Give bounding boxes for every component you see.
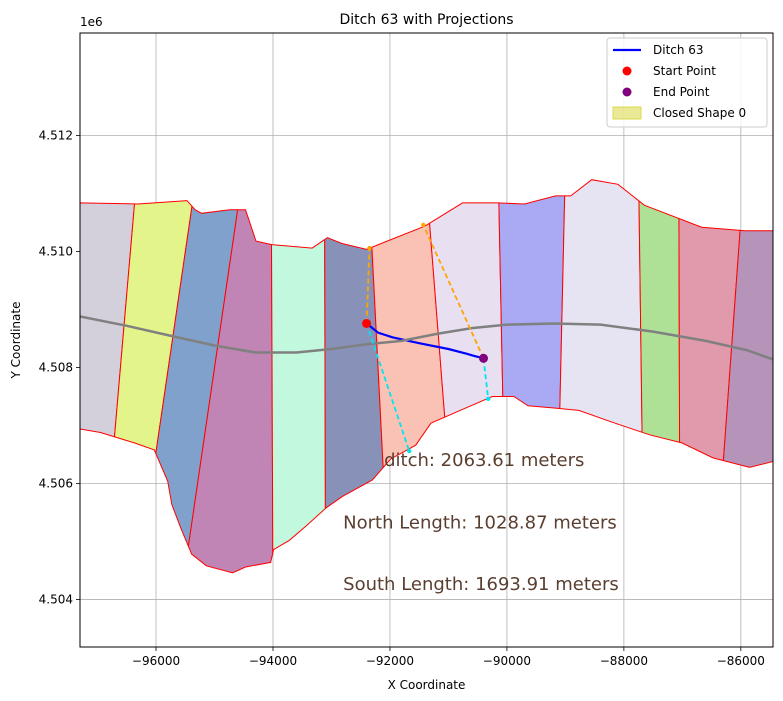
axes-frame [79, 32, 774, 648]
y-axis-ticks: 4.504 4.506 4.508 4.510 4.512 [39, 129, 80, 606]
closed-shape-4 [270, 179, 327, 573]
x-tick-label: −94000 [249, 654, 297, 668]
annotations: ditch: 2063.61 meters North Length: 1028.… [343, 450, 619, 595]
south-projection-start-end-dot [407, 448, 412, 454]
start-point-marker [362, 318, 372, 328]
north-projection-start [365, 248, 371, 324]
end-point-marker [479, 353, 489, 363]
legend-label: End Point [653, 85, 710, 99]
x-tick-label: −92000 [366, 654, 414, 668]
legend-label: Start Point [653, 64, 716, 78]
legend-label: Closed Shape 0 [653, 106, 746, 120]
chart-title: Ditch 63 with Projections [339, 12, 513, 28]
legend-marker-swatch [622, 66, 632, 76]
south-projection-end-end-dot [485, 396, 491, 402]
y-axis-label: Y Coordinate [9, 302, 23, 380]
south-projection-end [482, 358, 490, 399]
centerline [80, 315, 773, 361]
x-tick-label: −88000 [600, 654, 648, 668]
legend: Ditch 63 Start Point End Point Closed Shape… [606, 37, 768, 128]
closed-shape-3 [180, 179, 274, 573]
annotation-text: North Length: 1028.87 meters [343, 513, 617, 534]
point-markers [362, 318, 489, 363]
x-tick-label: −86000 [717, 654, 765, 668]
y-offset-label: 1e6 [80, 15, 103, 29]
north-projection-end [422, 224, 485, 359]
boundary-outline [80, 179, 773, 574]
series-lines [80, 222, 773, 454]
north-projection-start-end-dot [367, 245, 372, 251]
legend-patch-swatch [612, 106, 642, 120]
legend-marker-swatch [622, 87, 632, 97]
x-axis-label: X Coordinate [388, 678, 466, 692]
legend-box [606, 37, 768, 128]
y-tick-label: 4.504 [39, 592, 73, 606]
south-projection-start [365, 323, 411, 452]
y-tick-label: 4.510 [39, 245, 73, 259]
annotation-text: South Length: 1693.91 meters [343, 574, 619, 595]
x-axis-ticks: −96000 −94000 −92000 −90000 −88000 −86000 [132, 647, 765, 668]
y-tick-label: 4.508 [39, 361, 73, 375]
closed-shape-10 [637, 179, 681, 573]
ditch-line [365, 322, 484, 360]
y-tick-label: 4.506 [39, 476, 73, 490]
north-projection-end-end-dot [421, 222, 426, 228]
closed-shape-9 [554, 179, 645, 573]
x-tick-label: −90000 [483, 654, 531, 668]
annotation-text: ditch: 2063.61 meters [384, 450, 584, 471]
y-tick-label: 4.512 [39, 129, 73, 143]
closed-shape-8 [497, 179, 566, 573]
x-tick-label: −96000 [132, 654, 180, 668]
legend-label: Ditch 63 [653, 43, 704, 57]
